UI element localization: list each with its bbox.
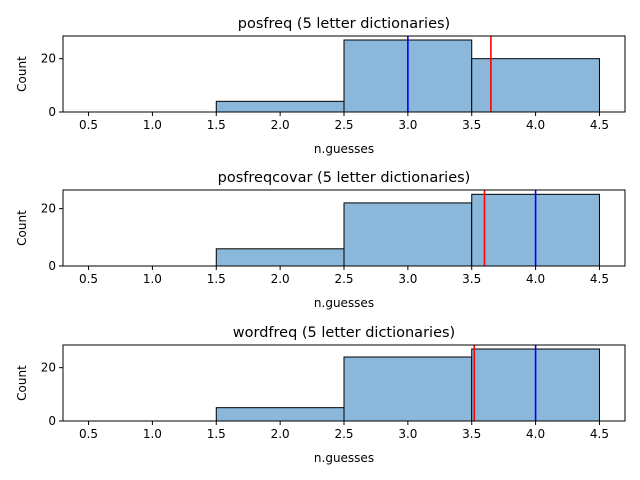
- y-tick-label: 20: [41, 52, 56, 66]
- x-tick-label: 3.0: [398, 427, 417, 441]
- y-tick-label: 0: [48, 105, 56, 119]
- y-axis-label: Count: [15, 56, 29, 92]
- y-tick-label: 0: [48, 414, 56, 428]
- x-axis-label: n.guesses: [314, 142, 374, 156]
- y-axis-label: Count: [15, 365, 29, 401]
- subplot-title: posfreqcovar (5 letter dictionaries): [218, 170, 471, 186]
- subplot-1: 0.5 1.0 1.5 2.0 2.5 3.0 3.5 4.0 4.5 0 20 posfreq (5…: [15, 16, 626, 156]
- histogram-bar: [343, 202, 473, 267]
- x-tick-label: 4.0: [526, 272, 545, 286]
- x-tick-label: 1.5: [207, 118, 226, 132]
- x-tick-label: 2.5: [334, 118, 353, 132]
- histogram-bar: [215, 248, 345, 267]
- histogram-bar: [215, 100, 345, 113]
- x-tick-label: 1.0: [143, 118, 162, 132]
- x-tick-label: 4.5: [590, 118, 609, 132]
- x-tick-label: 0.5: [79, 272, 98, 286]
- x-tick-label: 3.0: [398, 118, 417, 132]
- x-tick-label: 4.5: [590, 272, 609, 286]
- y-tick-label: 20: [41, 202, 56, 216]
- x-tick-label: 3.5: [462, 118, 481, 132]
- x-tick-label: 1.0: [143, 427, 162, 441]
- x-tick-label: 2.5: [334, 427, 353, 441]
- y-tick-label: 0: [48, 259, 56, 273]
- x-tick-label: 4.0: [526, 118, 545, 132]
- x-tick-label: 0.5: [79, 427, 98, 441]
- histogram-bar: [215, 407, 345, 422]
- x-tick-label: 2.5: [334, 272, 353, 286]
- subplot-title: posfreq (5 letter dictionaries): [238, 16, 450, 32]
- x-tick-label: 3.5: [462, 427, 481, 441]
- x-tick-label: 1.5: [207, 427, 226, 441]
- y-tick-label: 20: [41, 361, 56, 375]
- y-axis-label: Count: [15, 210, 29, 246]
- x-tick-label: 1.5: [207, 272, 226, 286]
- x-tick-label: 0.5: [79, 118, 98, 132]
- x-tick-label: 2.0: [271, 272, 290, 286]
- subplot-3: 0.5 1.0 1.5 2.0 2.5 3.0 3.5 4.0 4.5 0 20 wordfreq (…: [15, 325, 626, 465]
- subplot-2: 0.5 1.0 1.5 2.0 2.5 3.0 3.5 4.0 4.5 0 20 posfreqcov…: [15, 170, 626, 310]
- x-tick-label: 3.5: [462, 272, 481, 286]
- x-axis-label: n.guesses: [314, 451, 374, 465]
- x-axis-label: n.guesses: [314, 296, 374, 310]
- x-tick-label: 2.0: [271, 427, 290, 441]
- histogram-bar: [343, 356, 473, 422]
- x-tick-label: 4.0: [526, 427, 545, 441]
- x-tick-label: 1.0: [143, 272, 162, 286]
- subplot-title: wordfreq (5 letter dictionaries): [233, 325, 455, 341]
- x-tick-label: 4.5: [590, 427, 609, 441]
- x-tick-label: 3.0: [398, 272, 417, 286]
- histogram-bar: [471, 58, 600, 113]
- x-tick-label: 2.0: [271, 118, 290, 132]
